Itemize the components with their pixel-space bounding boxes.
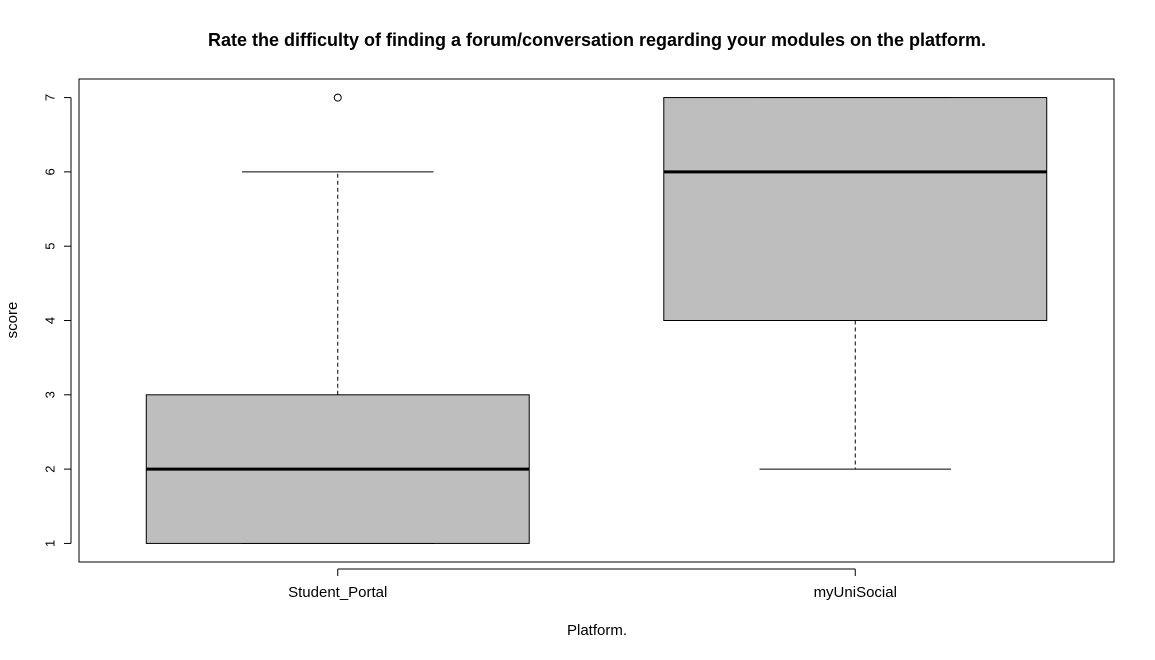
- x-tick-label: myUniSocial: [814, 584, 897, 601]
- y-tick-label: 3: [42, 391, 57, 398]
- y-axis-label: score: [4, 302, 21, 339]
- y-tick-label: 1: [42, 540, 57, 547]
- y-tick-label: 6: [42, 168, 57, 175]
- chart-title: Rate the difficulty of finding a forum/c…: [208, 30, 986, 50]
- y-axis: 1 2 3 4 5 6 7: [42, 94, 72, 547]
- x-axis-label: Platform.: [567, 622, 627, 639]
- y-tick-label: 7: [42, 94, 57, 101]
- y-tick-label: 5: [42, 243, 57, 250]
- y-tick-label: 4: [42, 317, 57, 324]
- x-tick-label: Student_Portal: [288, 584, 387, 601]
- box-group: [145, 93, 530, 544]
- y-tick-label: 2: [42, 465, 57, 472]
- iqr-box: [663, 97, 1048, 321]
- boxes-layer: [145, 93, 1048, 544]
- plot-frame: [78, 78, 1115, 563]
- x-axis: Student_Portal myUniSocial: [288, 568, 897, 601]
- outlier-point: [333, 93, 342, 102]
- box-group: [663, 97, 1048, 470]
